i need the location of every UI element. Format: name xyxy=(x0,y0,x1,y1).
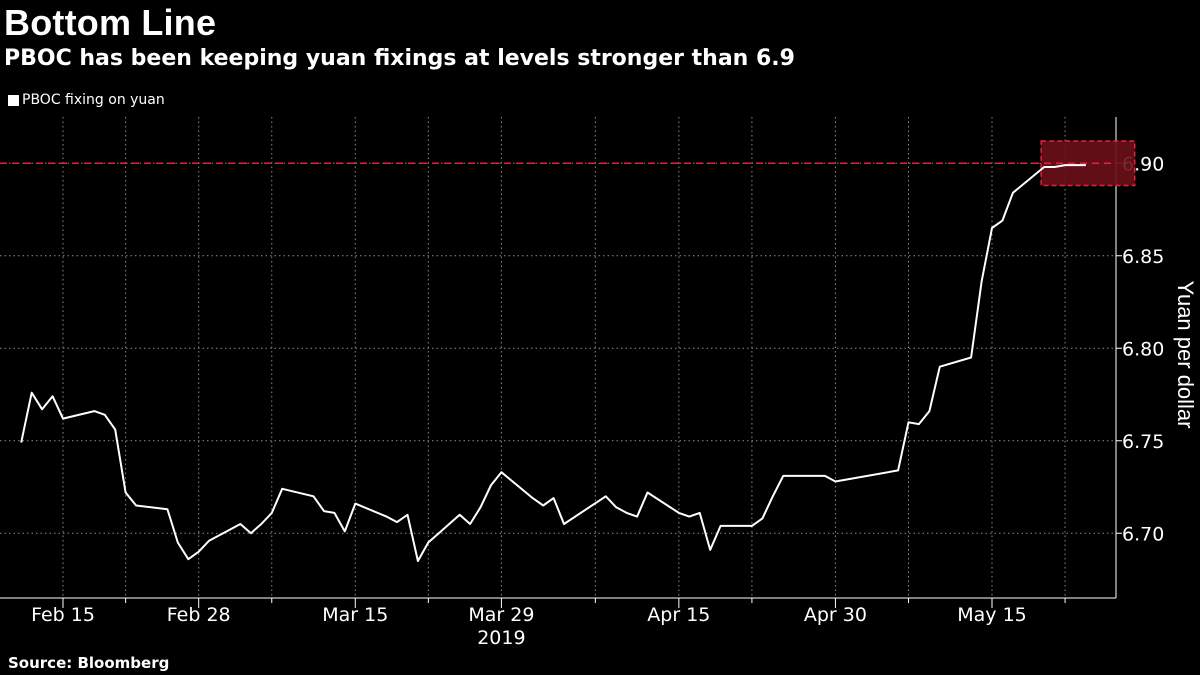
chart-title: Bottom Line xyxy=(4,2,217,43)
x-tick-label: Feb 28 xyxy=(167,604,231,626)
x-tick-label: May 15 xyxy=(957,604,1027,626)
source-note: Source: Bloomberg xyxy=(8,654,170,672)
series-line xyxy=(20,164,1086,562)
x-tick-label: Apr 15 xyxy=(647,604,710,626)
legend-swatch xyxy=(8,94,19,106)
y-tick-label: 6.75 xyxy=(1122,431,1164,453)
legend-label: PBOC fixing on yuan xyxy=(22,92,165,108)
x-tick-label: Feb 15 xyxy=(31,604,95,626)
y-tick-label: 6.80 xyxy=(1122,338,1164,360)
x-tick-label: Mar 15 xyxy=(322,604,388,626)
highlight-box xyxy=(1040,140,1136,187)
y-tick-label: 6.70 xyxy=(1122,523,1164,545)
x-tick-label: Apr 30 xyxy=(804,604,867,626)
legend: PBOC fixing on yuan xyxy=(8,92,165,108)
year-label: 2019 xyxy=(477,627,525,649)
chart-subtitle: PBOC has been keeping yuan fixings at le… xyxy=(4,46,795,71)
y-axis-title: Yuan per dollar xyxy=(1173,281,1198,429)
x-tick-label: Mar 29 xyxy=(468,604,534,626)
y-tick-label: 6.85 xyxy=(1122,246,1164,268)
